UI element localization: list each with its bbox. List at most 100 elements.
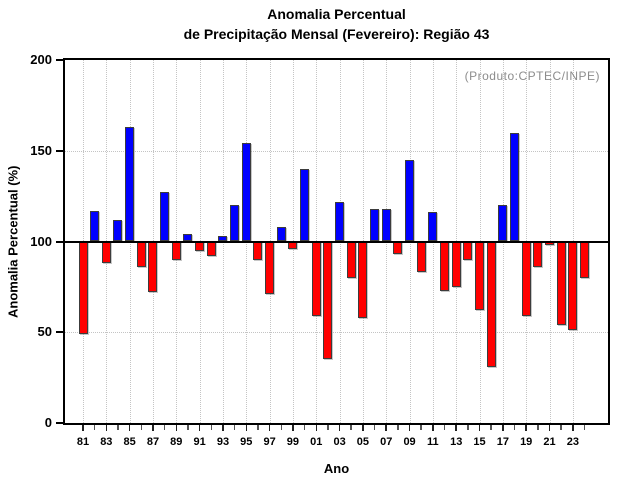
x-tick-06 <box>373 425 376 430</box>
x-tick-01 <box>315 425 317 431</box>
bar-06 <box>370 208 380 242</box>
bar-82 <box>90 210 100 242</box>
chart-title-line1: Anomalia Percentual <box>267 6 406 22</box>
bar-10 <box>416 241 426 273</box>
x-tick-label-17: 17 <box>496 436 509 448</box>
bar-89 <box>171 241 181 260</box>
bar-94 <box>230 205 240 242</box>
x-tick-04 <box>350 425 352 430</box>
x-tick-label-21: 21 <box>543 436 556 448</box>
x-tick-label-11: 11 <box>427 436 439 448</box>
x-tick-84 <box>117 425 119 430</box>
x-tick-02 <box>327 425 329 430</box>
source-annotation: (Produto:CPTEC/INPE) <box>464 69 600 83</box>
x-tick-09 <box>408 425 411 431</box>
bar-24 <box>580 241 589 278</box>
y-tick-100 <box>56 240 63 243</box>
x-tick-19 <box>525 425 527 431</box>
x-tick-label-19: 19 <box>520 436 533 448</box>
x-tick-16 <box>490 425 492 430</box>
bar-15 <box>475 241 485 311</box>
x-tick-label-01: 01 <box>310 436 323 448</box>
x-tick-label-95: 95 <box>240 436 253 448</box>
x-tick-89 <box>175 425 178 431</box>
bar-20 <box>533 241 543 267</box>
x-tick-label-23: 23 <box>566 436 579 448</box>
bar-05 <box>358 241 368 318</box>
x-tick-label-03: 03 <box>333 436 346 448</box>
bar-01 <box>311 241 321 316</box>
bar-23 <box>568 241 578 331</box>
bar-02 <box>323 241 333 360</box>
x-tick-98 <box>280 425 283 430</box>
bar-18 <box>510 132 520 242</box>
bar-19 <box>521 241 531 316</box>
x-tick-85 <box>128 425 131 431</box>
x-tick-15 <box>478 425 481 431</box>
x-tick-label-89: 89 <box>170 436 183 448</box>
plot-area: (Produto:CPTEC/INPE) <box>63 58 610 425</box>
x-tick-88 <box>163 425 166 430</box>
bar-88 <box>160 192 170 242</box>
x-tick-97 <box>268 425 271 431</box>
x-tick-20 <box>537 425 539 430</box>
x-tick-99 <box>292 425 294 431</box>
x-axis-title: Ano <box>323 461 350 476</box>
bar-09 <box>405 159 415 242</box>
x-tick-94 <box>233 425 236 430</box>
bar-92 <box>206 241 216 257</box>
x-tick-10 <box>420 425 422 430</box>
x-tick-91 <box>198 425 201 431</box>
x-tick-label-99: 99 <box>286 436 300 448</box>
bar-16 <box>486 241 496 367</box>
x-tick-87 <box>152 425 154 431</box>
x-tick-14 <box>467 425 469 430</box>
bar-81 <box>78 241 88 335</box>
x-tick-label-87: 87 <box>146 436 160 448</box>
bar-03 <box>335 201 345 242</box>
x-tick-17 <box>502 425 504 431</box>
x-tick-label-15: 15 <box>473 436 486 448</box>
x-tick-03 <box>338 425 341 431</box>
x-tick-label-13: 13 <box>450 436 463 448</box>
x-tick-13 <box>455 425 457 431</box>
h-gridline-150 <box>65 150 608 152</box>
x-tick-00 <box>303 425 306 430</box>
bar-04 <box>346 241 356 278</box>
bar-08 <box>393 241 403 255</box>
y-tick-150 <box>56 149 63 152</box>
x-tick-label-85: 85 <box>123 436 136 448</box>
x-tick-83 <box>105 425 108 431</box>
y-tick-label-0: 0 <box>44 415 52 430</box>
x-tick-81 <box>82 425 84 431</box>
x-tick-05 <box>362 425 364 431</box>
y-tick-200 <box>56 59 63 61</box>
h-gridline-50 <box>65 332 608 334</box>
bar-97 <box>265 241 275 295</box>
x-tick-label-81: 81 <box>76 436 90 448</box>
chart-title: Anomalia Percentual de Precipitação Mens… <box>63 4 610 44</box>
x-tick-label-93: 93 <box>216 436 230 448</box>
bar-12 <box>440 241 450 291</box>
bar-99 <box>288 241 298 249</box>
x-tick-96 <box>257 425 259 430</box>
x-tick-label-07: 07 <box>380 436 393 448</box>
bar-85 <box>125 127 135 242</box>
x-tick-11 <box>432 425 434 431</box>
x-tick-label-05: 05 <box>356 436 370 448</box>
bar-87 <box>148 241 158 293</box>
y-tick-label-50: 50 <box>37 324 52 340</box>
y-tick-label-150: 150 <box>30 142 52 158</box>
x-tick-82 <box>93 425 96 430</box>
x-tick-21 <box>548 425 551 431</box>
x-tick-90 <box>187 425 189 430</box>
x-tick-92 <box>210 425 213 430</box>
x-tick-22 <box>560 425 562 430</box>
bar-14 <box>463 241 473 260</box>
bar-13 <box>451 241 461 287</box>
bar-96 <box>253 241 263 260</box>
bar-07 <box>381 208 391 242</box>
chart-title-line2: de Precipitação Mensal (Fevereiro): Regi… <box>183 26 490 42</box>
bar-11 <box>428 212 438 242</box>
y-tick-0 <box>56 422 63 424</box>
